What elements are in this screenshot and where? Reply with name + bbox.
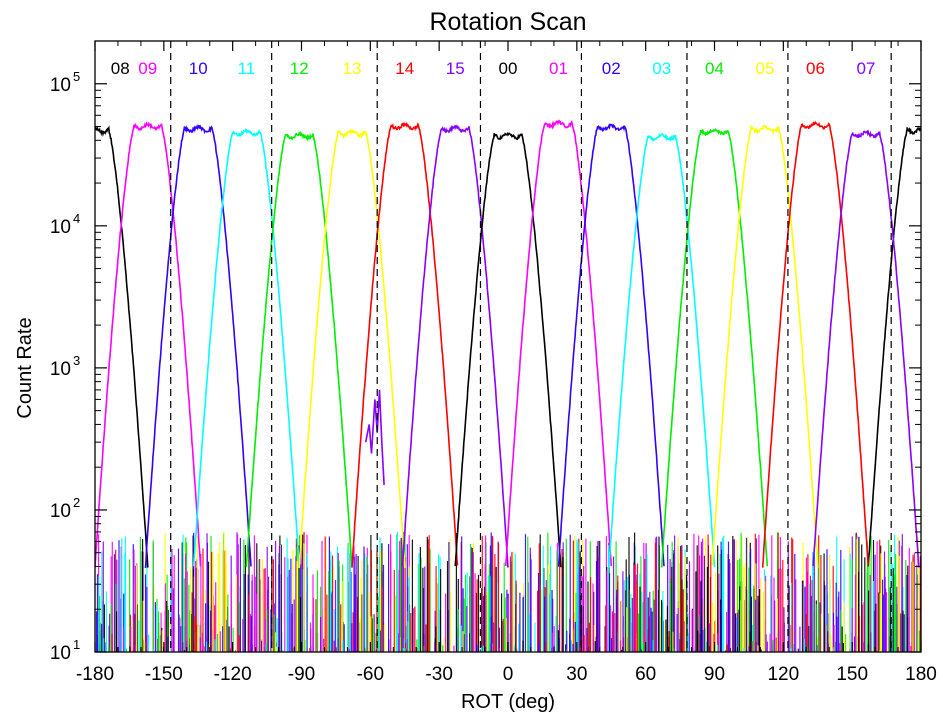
series-label-10: 10 <box>189 59 208 78</box>
series-label-15: 15 <box>446 59 465 78</box>
x-tick-label: -60 <box>357 664 384 685</box>
series-line-12 <box>245 131 353 568</box>
x-tick-label: -180 <box>76 664 114 685</box>
series-lines <box>95 119 921 569</box>
y-axis-label: Count Rate <box>14 317 36 418</box>
series-label-03: 03 <box>652 59 671 78</box>
series-line-00 <box>454 131 562 568</box>
series-line-02 <box>557 123 665 567</box>
series-line-01 <box>504 119 613 567</box>
y-tick-label: 10 <box>50 643 71 664</box>
y-tick-label: 10 <box>50 501 71 522</box>
series-label-09: 09 <box>138 59 157 78</box>
x-tick-label: -90 <box>288 664 315 685</box>
chart-title: Rotation Scan <box>429 8 586 36</box>
series-label-08: 08 <box>111 59 130 78</box>
series-label-02: 02 <box>602 59 621 78</box>
x-tick-label: 120 <box>767 664 799 685</box>
series-label-01: 01 <box>549 59 568 78</box>
x-tick-label: 90 <box>704 664 725 685</box>
series-line-15 <box>401 124 509 568</box>
x-tick-label: -120 <box>214 664 252 685</box>
series-line-06 <box>761 120 869 568</box>
series-line-13 <box>298 128 406 569</box>
series-line-03 <box>608 132 716 568</box>
series-label-13: 13 <box>343 59 362 78</box>
series-label-04: 04 <box>705 59 724 78</box>
y-tick-label: 10 <box>50 217 71 238</box>
x-tick-label: 60 <box>635 664 656 685</box>
x-tick-label: 0 <box>503 664 514 685</box>
series-line-09 <box>95 121 202 568</box>
series-label-07: 07 <box>856 59 875 78</box>
series-line-11 <box>192 128 300 567</box>
y-tick-label: 10 <box>50 359 71 380</box>
x-tick-label: 150 <box>836 664 868 685</box>
y-tick-exponent: 2 <box>73 495 80 510</box>
series-label-11: 11 <box>238 59 256 78</box>
plot-background <box>95 41 921 652</box>
series-line-08 <box>867 126 921 567</box>
x-tick-label: 30 <box>566 664 587 685</box>
boundary-lines <box>170 41 892 652</box>
x-tick-label: -30 <box>425 664 452 685</box>
plot-area <box>95 41 921 652</box>
y-tick-exponent: 3 <box>73 353 80 368</box>
y-tick-exponent: 5 <box>73 69 80 84</box>
x-axis-label: ROT (deg) <box>461 691 555 713</box>
x-tick-label: -150 <box>145 664 183 685</box>
x-tick-label: 180 <box>905 664 937 685</box>
series-labels: 08 09 10 11 12 13 14 15 00 01 02 03 04 05 06 07 <box>111 59 876 78</box>
y-tick-exponent: 4 <box>73 211 80 226</box>
series-line-07 <box>812 129 920 568</box>
series-spike-15 <box>364 389 385 485</box>
series-label-14: 14 <box>395 59 414 78</box>
series-label-05: 05 <box>756 59 775 78</box>
y-tick-exponent: 1 <box>73 637 80 652</box>
y-tick-label: 10 <box>50 75 71 96</box>
series-line-14 <box>351 121 459 568</box>
series-label-00: 00 <box>499 59 518 78</box>
series-line-05 <box>711 123 819 568</box>
series-line-04 <box>660 128 769 568</box>
series-label-06: 06 <box>806 59 825 78</box>
series-line-10 <box>144 123 252 569</box>
series-label-12: 12 <box>290 59 309 78</box>
